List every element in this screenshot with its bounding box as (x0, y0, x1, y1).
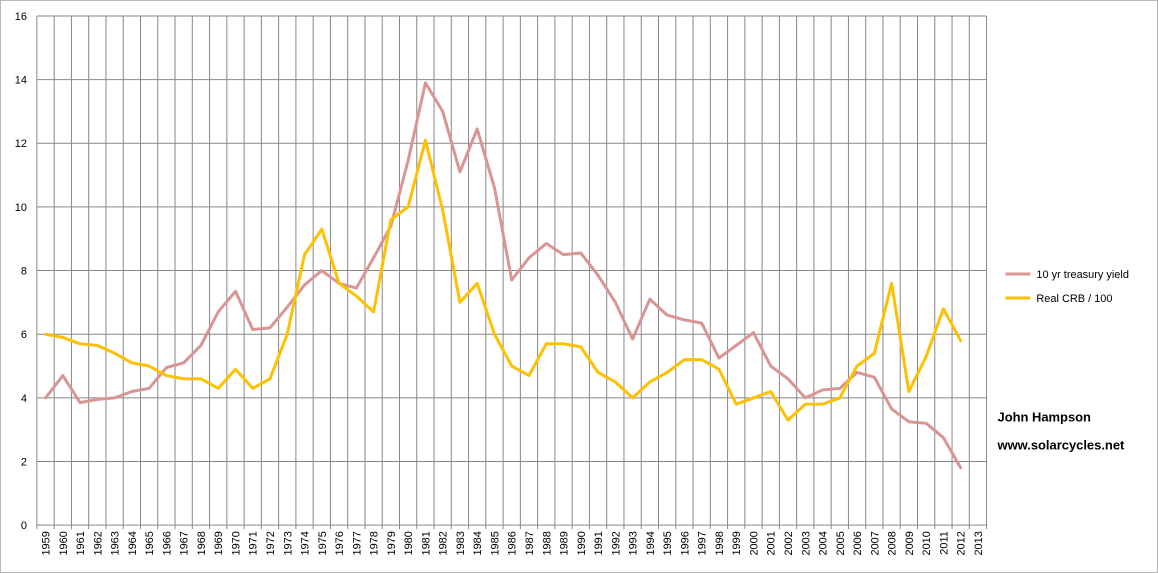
x-tick-label: 1975 (317, 531, 329, 555)
x-tick-label: 1999 (731, 531, 743, 555)
x-tick-label: 2010 (921, 531, 933, 555)
y-tick-label: 12 (15, 138, 27, 150)
x-tick-label: 1994 (645, 531, 657, 555)
x-tick-label: 1977 (351, 531, 363, 555)
x-tick-label: 1985 (489, 531, 501, 555)
x-tick-label: 1984 (472, 531, 484, 555)
y-tick-label: 4 (21, 393, 27, 405)
legend-label-crb: Real CRB / 100 (1036, 293, 1112, 305)
y-tick-label: 0 (21, 520, 27, 532)
x-tick-label: 1968 (196, 531, 208, 555)
x-tick-label: 1982 (438, 531, 450, 555)
x-tick-label: 1980 (403, 531, 415, 555)
credit-author: John Hampson (998, 410, 1092, 425)
x-tick-label: 1966 (161, 531, 173, 555)
y-axis-tick-labels: 0 2 4 6 8 10 12 14 16 (15, 11, 27, 532)
y-tick-label: 6 (21, 329, 27, 341)
x-tick-label: 2004 (818, 531, 830, 555)
y-tick-label: 14 (15, 75, 27, 87)
x-tick-label: 1976 (334, 531, 346, 555)
y-tick-label: 10 (15, 202, 27, 214)
x-tick-label: 2009 (904, 531, 916, 555)
x-tick-label: 1986 (507, 531, 519, 555)
x-tick-label: 2011 (938, 531, 950, 555)
x-tick-label: 1995 (662, 531, 674, 555)
x-tick-label: 1972 (265, 531, 277, 555)
x-tick-label: 2001 (766, 531, 778, 555)
y-tick-label: 2 (21, 456, 27, 468)
x-tick-label: 1990 (576, 531, 588, 555)
x-tick-label: 1969 (213, 531, 225, 555)
x-tick-label: 1971 (248, 531, 260, 555)
x-tick-label: 1959 (41, 531, 53, 555)
legend: 10 yr treasury yield Real CRB / 100 (1005, 269, 1129, 305)
x-tick-label: 2006 (852, 531, 864, 555)
x-tick-label: 2000 (748, 531, 760, 555)
y-tick-label: 8 (21, 266, 27, 278)
x-tick-label: 1996 (679, 531, 691, 555)
x-tick-label: 1965 (144, 531, 156, 555)
x-tick-label: 1987 (524, 531, 536, 555)
credit-website: www.solarcycles.net (997, 437, 1125, 452)
x-tick-label: 1983 (455, 531, 467, 555)
grid-lines (36, 15, 988, 530)
x-tick-label: 1991 (593, 531, 605, 555)
x-tick-label: 2013 (973, 531, 985, 555)
x-tick-label: 2002 (783, 531, 795, 555)
x-tick-label: 1974 (300, 531, 312, 555)
series-line-real-crb (44, 138, 963, 422)
x-tick-label: 1993 (628, 531, 640, 555)
y-tick-label: 16 (15, 11, 27, 23)
x-tick-label: 1981 (420, 531, 432, 555)
x-tick-label: 1967 (179, 531, 191, 555)
x-tick-label: 2007 (869, 531, 881, 555)
x-tick-label: 2008 (887, 531, 899, 555)
x-tick-label: 1989 (559, 531, 571, 555)
x-tick-label: 2012 (956, 531, 968, 555)
x-tick-label: 1962 (92, 531, 104, 555)
x-tick-label: 1960 (58, 531, 70, 555)
x-tick-label: 1979 (386, 531, 398, 555)
x-tick-label: 1998 (714, 531, 726, 555)
x-tick-label: 1970 (230, 531, 242, 555)
x-axis-tick-labels: 1959 1960 1961 1962 1963 1964 1965 1966 1967 1968… (41, 531, 985, 555)
x-tick-label: 1988 (541, 531, 553, 555)
legend-label-treasury: 10 yr treasury yield (1036, 269, 1129, 281)
x-tick-label: 1963 (110, 531, 122, 555)
x-tick-label: 2005 (835, 531, 847, 555)
x-tick-label: 1992 (610, 531, 622, 555)
x-tick-label: 1973 (282, 531, 294, 555)
x-tick-label: 1964 (127, 531, 139, 555)
x-tick-label: 2003 (800, 531, 812, 555)
x-tick-label: 1997 (697, 531, 709, 555)
series-lines (44, 81, 963, 470)
x-tick-label: 1961 (75, 531, 87, 555)
series-line-treasury-yield (44, 81, 963, 470)
x-tick-label: 1978 (369, 531, 381, 555)
